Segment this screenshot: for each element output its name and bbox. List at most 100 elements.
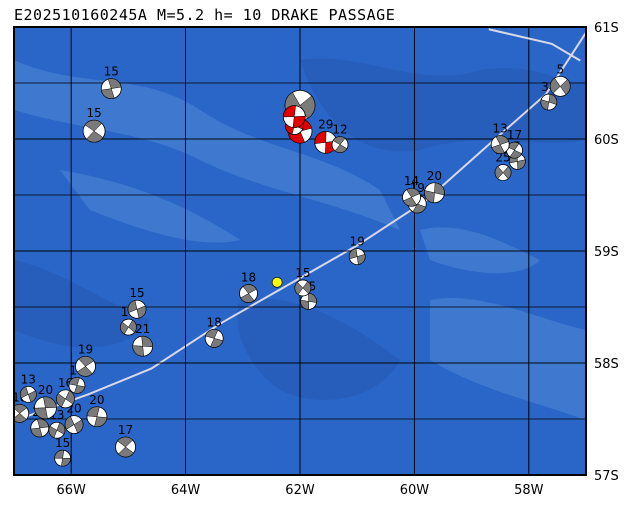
compressional-quadrant [132, 345, 145, 357]
compressional-quadrant [292, 115, 306, 128]
focal-mechanism: 25 [494, 151, 512, 182]
compressional-quadrant [283, 105, 296, 118]
longitude-tick-label: 62W [285, 483, 315, 498]
event-depth-label: 29 [318, 117, 333, 131]
focal-mechanism: 17 [115, 423, 136, 458]
event-depth-label: 15 [55, 436, 70, 450]
compressional-quadrant [210, 338, 224, 348]
event-depth-label: 13 [21, 372, 36, 386]
event-depth-label: 15 [86, 106, 101, 120]
compressional-quadrant [424, 190, 435, 204]
event-depth-label: 17 [118, 423, 133, 437]
compressional-quadrant [540, 99, 550, 111]
compressional-quadrant [332, 136, 346, 145]
event-depth-label: 15 [104, 65, 119, 79]
longitude-tick-label: 64W [171, 483, 201, 498]
compressional-quadrant [205, 329, 219, 339]
compressional-quadrant [348, 248, 358, 260]
compressional-quadrant [120, 321, 129, 335]
map-area: 1517231320201820161314192111151818151519… [14, 27, 586, 475]
focal-mechanism: 15 [100, 65, 122, 99]
focal-mechanism: 20 [34, 383, 57, 420]
focal-mechanism: 19 [75, 342, 96, 377]
compressional-quadrant [128, 319, 137, 333]
compressional-quadrant [64, 415, 75, 430]
compressional-quadrant [48, 425, 58, 438]
focal-mechanism: 15 [82, 106, 106, 143]
compressional-quadrant [491, 144, 505, 154]
bathymetry-patch [60, 170, 240, 243]
plate-boundary-line [25, 32, 586, 418]
focal-mechanism: 17 [506, 128, 523, 159]
compressional-quadrant [242, 284, 257, 294]
focal-mechanism: 19 [348, 235, 366, 266]
compressional-quadrant [559, 79, 571, 95]
bathymetry-patch [14, 60, 400, 230]
compressional-quadrant [30, 427, 43, 438]
focal-mechanism: 12 [331, 123, 349, 154]
compressional-quadrant [61, 457, 71, 467]
focal-mechanism: 15 [54, 436, 72, 467]
compressional-quadrant [141, 336, 153, 347]
compressional-quadrant [136, 305, 147, 319]
compressional-quadrant [14, 404, 28, 414]
compressional-quadrant [509, 149, 523, 159]
focal-mechanism: 20 [64, 402, 84, 435]
compressional-quadrant [20, 386, 29, 399]
compressional-quadrant [494, 166, 504, 179]
compressional-quadrant [299, 95, 316, 119]
compressional-quadrant [54, 450, 65, 459]
longitude-tick-label: 60W [400, 483, 430, 498]
focal-mechanism: 16 [56, 376, 75, 409]
event-depth-label: 25 [495, 151, 510, 165]
focal-mechanism: 14 [402, 174, 421, 207]
compressional-quadrant [517, 159, 526, 170]
compressional-quadrant [86, 130, 104, 143]
longitude-tick-labels: 66W 64W 62W 60W 58W [56, 483, 543, 498]
plate-boundary-line [488, 28, 581, 62]
event-depth-label: 21 [135, 322, 150, 336]
event-depth-label: 13 [493, 122, 508, 136]
event-depth-label: 18 [241, 271, 256, 285]
bathymetry-patch [430, 297, 586, 420]
focal-mechanism: 15 [300, 279, 317, 310]
compressional-quadrant [406, 188, 421, 198]
compressional-quadrant [240, 293, 255, 303]
compressional-quadrant [300, 300, 309, 310]
focal-mechanism: 13 [48, 408, 66, 439]
compressional-quadrant [27, 390, 37, 403]
event-depth-label: 15 [129, 286, 144, 300]
compressional-quadrant [107, 78, 122, 89]
focal-mechanism: 20 [86, 393, 108, 428]
focal-mechanism: 18 [204, 315, 224, 348]
focal-mechanism: 5 [549, 62, 571, 97]
event-depth-label: 15 [295, 266, 310, 280]
compressional-quadrant [550, 77, 561, 94]
compressional-quadrant [127, 300, 138, 313]
compressional-quadrant [76, 366, 93, 377]
event-depth-label: 20 [427, 169, 442, 183]
latitude-tick-label: 57S [594, 469, 619, 484]
latitude-tick-label: 61S [594, 21, 619, 36]
epicenter-marker [271, 277, 283, 288]
compressional-quadrant [356, 253, 366, 265]
focal-mechanism: 13 [490, 122, 510, 155]
focal-mechanism: 13 [19, 372, 37, 403]
latitude-tick-label: 60S [594, 133, 619, 148]
event-depth-label: 14 [404, 174, 419, 188]
focal-mechanism [282, 105, 306, 128]
focal-mechanism: 15 [127, 286, 147, 319]
event-depth-label: 20 [89, 393, 104, 407]
compressional-quadrant [402, 196, 417, 207]
compressional-quadrant [34, 407, 48, 420]
compressional-quadrant [302, 281, 312, 294]
compressional-quadrant [43, 396, 57, 409]
compressional-quadrant [73, 419, 84, 434]
map-title: E202510160245A M=5.2 h= 10 DRAKE PASSAGE [14, 6, 396, 24]
bathymetry-patch [237, 298, 400, 400]
focal-mechanism: 18 [239, 271, 258, 303]
compressional-quadrant [548, 93, 558, 105]
event-depth-label: 5 [556, 62, 564, 76]
compressional-quadrant [117, 446, 134, 458]
latitude-tick-labels: 57S 58S 59S 60S 61S [594, 21, 619, 484]
